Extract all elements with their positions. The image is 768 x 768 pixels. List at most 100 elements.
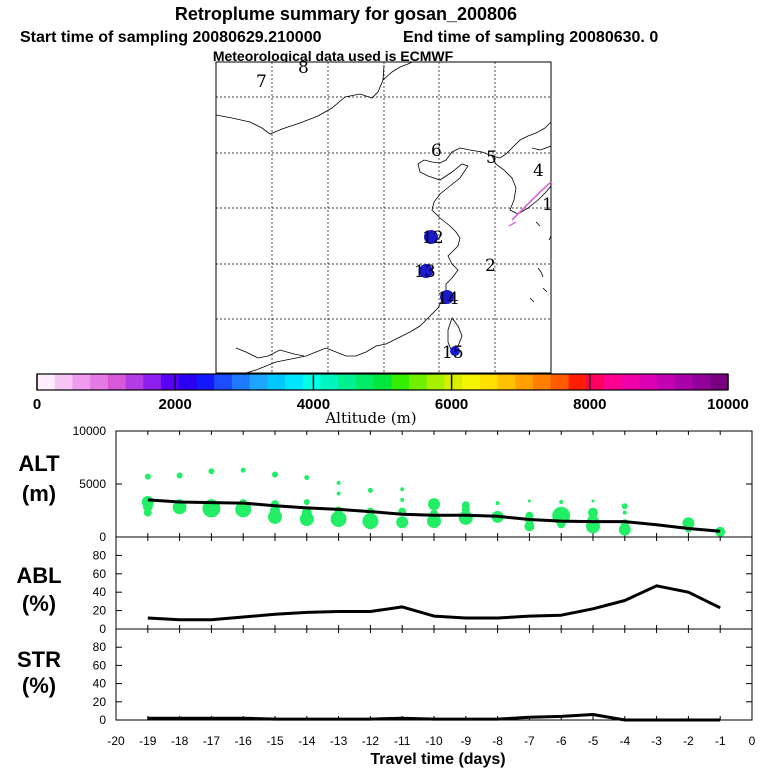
x-axis-title: Travel time (days)	[370, 751, 505, 768]
series-line-alt	[147, 498, 721, 533]
colorbar-cells	[37, 374, 729, 390]
panel-label-alt: ALT	[18, 451, 60, 476]
x-tick-label: -11	[394, 734, 411, 748]
cluster-point	[682, 517, 695, 530]
y-tick-label: 0	[99, 530, 106, 544]
colorbar-cell	[90, 374, 109, 390]
colorbar-tick-label: 6000	[435, 396, 468, 413]
colorbar-cell	[267, 374, 286, 390]
colorbar-label: Altitude (m)	[324, 409, 416, 427]
cluster-point	[240, 467, 246, 473]
cluster-point	[621, 503, 628, 510]
map-cluster-label: 13	[414, 262, 436, 282]
panel-label-abl: ABL	[16, 563, 61, 588]
figure-title: Retroplume summary for gosan_200806	[175, 4, 517, 24]
x-tick-label: -2	[683, 734, 694, 748]
time-series-panels: 0 5000 10000 ALT (m) 0 20 40 60 80 ABL (%) 0 20 40 60 80…	[16, 424, 755, 768]
cluster-point	[559, 500, 564, 504]
map-cluster-marker	[450, 346, 460, 356]
colorbar-cell	[550, 374, 569, 390]
colorbar-cell	[674, 374, 693, 390]
colorbar-cell	[107, 374, 126, 390]
cluster-point	[495, 501, 500, 506]
coastline-china	[245, 121, 552, 374]
colorbar-cell	[302, 374, 321, 390]
colorbar-cell	[462, 374, 481, 390]
y-tick-label: 60	[93, 567, 107, 581]
x-tick-label: -18	[171, 734, 189, 748]
colorbar-cell	[161, 374, 180, 390]
cluster-point	[524, 521, 535, 532]
coastline-border-south	[235, 347, 305, 359]
cluster-point	[591, 499, 595, 503]
panel-str: 0 20 40 60 80 STR(%)	[17, 628, 753, 727]
colorbar-cell	[586, 374, 605, 390]
cluster-point	[400, 487, 405, 492]
colorbar-ticks: 0 2000 4000 6000 8000 10000	[33, 374, 749, 413]
panel-unit-abl: (%)	[22, 591, 56, 616]
cluster-point	[362, 513, 379, 530]
map-cluster-label: 8	[298, 58, 309, 78]
colorbar-tick-label: 0	[33, 396, 41, 413]
cluster-point	[172, 500, 187, 515]
colorbar-cell	[426, 374, 445, 390]
map-cluster-marker	[424, 230, 438, 244]
panel-unit-str: (%)	[22, 673, 56, 698]
colorbar-cell	[355, 374, 375, 390]
cluster-point	[428, 498, 440, 511]
colorbar-cell	[479, 374, 499, 390]
colorbar-tick-label: 4000	[297, 396, 330, 413]
cluster-point	[336, 480, 341, 485]
cluster-point	[304, 475, 310, 481]
coastline-islands	[529, 221, 552, 303]
met-data-text: Meteorological data used is ECMWF	[213, 48, 454, 64]
colorbar-cell	[373, 374, 392, 390]
y-tick-label: 80	[93, 548, 107, 562]
colorbar-cell	[338, 374, 357, 390]
colorbar-cell	[125, 374, 144, 390]
y-tick-label: 0	[99, 622, 106, 636]
cluster-point	[396, 516, 409, 529]
start-time-text: Start time of sampling 20080629.210000	[20, 29, 322, 46]
x-tick-label: -3	[651, 734, 662, 748]
coastline-north-border	[215, 64, 385, 135]
colorbar-cell	[285, 374, 304, 390]
map-cluster-label: 14	[437, 289, 459, 309]
coastline-korea-north	[531, 145, 552, 151]
map-cluster-marker	[419, 264, 433, 278]
y-tick-label: 60	[93, 658, 107, 672]
colorbar-cell	[568, 374, 587, 390]
x-tick-label: -1	[715, 734, 726, 748]
colorbar-cell	[603, 374, 623, 390]
y-tick-label: 40	[93, 585, 107, 599]
map-frame	[215, 61, 552, 374]
cluster-point	[400, 497, 405, 502]
colorbar-cell	[515, 374, 534, 390]
x-tick-label: -8	[492, 734, 503, 748]
series-line-abl	[147, 584, 721, 622]
cluster-point	[208, 468, 215, 475]
cluster-point	[272, 471, 278, 478]
cluster-point	[715, 526, 726, 537]
y-tick-label: 20	[93, 695, 107, 709]
x-tick-label: -6	[556, 734, 567, 748]
series-line-str	[147, 713, 721, 722]
coastline-korea	[491, 155, 552, 215]
cluster-point	[268, 509, 282, 524]
x-tick-label: -16	[235, 734, 253, 748]
map-cluster-label: 4	[533, 161, 544, 181]
colorbar-cell	[391, 374, 410, 390]
cluster-point	[299, 512, 314, 526]
x-tick-label: -4	[619, 734, 630, 748]
colorbar-cell	[657, 374, 676, 390]
x-tick-label: -20	[107, 734, 125, 748]
x-tick-label: -12	[362, 734, 380, 748]
colorbar-cell	[214, 374, 233, 390]
colorbar-cell	[320, 374, 339, 390]
colorbar-cell	[710, 374, 729, 390]
panel-alt: 0 5000 10000 ALT (m)	[18, 424, 753, 544]
panel-unit-alt: (m)	[22, 481, 56, 506]
colorbar-cell	[692, 374, 711, 390]
